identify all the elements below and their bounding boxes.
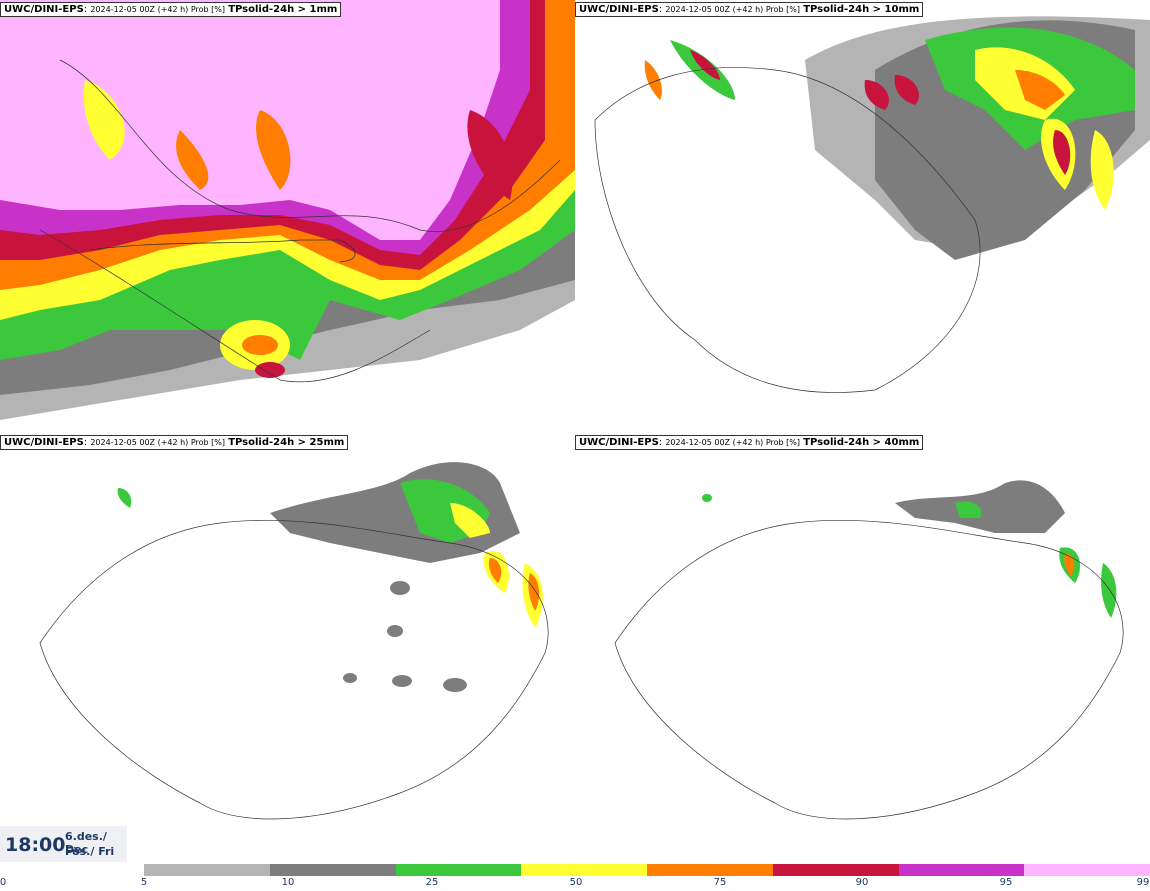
legend-tick-label: 90 [855, 877, 869, 888]
probability-map [0, 433, 575, 863]
legend-swatch [144, 864, 270, 876]
legend-tick-label: 95 [999, 877, 1013, 888]
legend-swatch [395, 864, 522, 876]
valid-date-line2: Fös./ Fri [65, 845, 115, 858]
panel-title: UWC/DINI-EPS: 2024-12-05 00Z (+42 h) Pro… [0, 2, 342, 17]
color-legend [144, 864, 1150, 876]
probability-map [575, 433, 1150, 863]
panel-title: UWC/DINI-EPS: 2024-12-05 00Z (+42 h) Pro… [575, 2, 924, 17]
valid-time-box: 18:00 6.des./ Dec Fös./ Fri [0, 826, 127, 862]
panel-title: UWC/DINI-EPS: 2024-12-05 00Z (+42 h) Pro… [575, 435, 924, 450]
valid-date-line1: 6.des./ Dec [65, 830, 107, 856]
valid-time-clock: 18:00 [5, 834, 66, 856]
legend-swatch [269, 864, 396, 876]
legend-swatch [772, 864, 899, 876]
legend-swatch [1024, 864, 1150, 876]
map-panel-40mm: UWC/DINI-EPS: 2024-12-05 00Z (+42 h) Pro… [575, 433, 1150, 863]
legend-tick-label: 50 [569, 877, 583, 888]
panel-title: UWC/DINI-EPS: 2024-12-05 00Z (+42 h) Pro… [0, 435, 349, 450]
legend-ticks: 0 5 10 25 50 75 90 95 99 [0, 877, 1150, 891]
legend-tick-label: 5 [140, 877, 148, 888]
legend-swatch [898, 864, 1025, 876]
probability-map [0, 0, 575, 430]
legend-tick-label: 25 [425, 877, 439, 888]
map-panel-10mm: UWC/DINI-EPS: 2024-12-05 00Z (+42 h) Pro… [575, 0, 1150, 430]
legend-tick-label: 75 [713, 877, 727, 888]
legend-tick-label: 0 [0, 877, 7, 888]
map-panel-25mm: UWC/DINI-EPS: 2024-12-05 00Z (+42 h) Pro… [0, 433, 575, 863]
legend-swatch [521, 864, 647, 876]
legend-tick-label: 10 [281, 877, 295, 888]
probability-map [575, 0, 1150, 430]
map-panel-1mm: UWC/DINI-EPS: 2024-12-05 00Z (+42 h) Pro… [0, 0, 575, 430]
legend-swatch [647, 864, 773, 876]
legend-tick-label: 99 [1136, 877, 1150, 888]
